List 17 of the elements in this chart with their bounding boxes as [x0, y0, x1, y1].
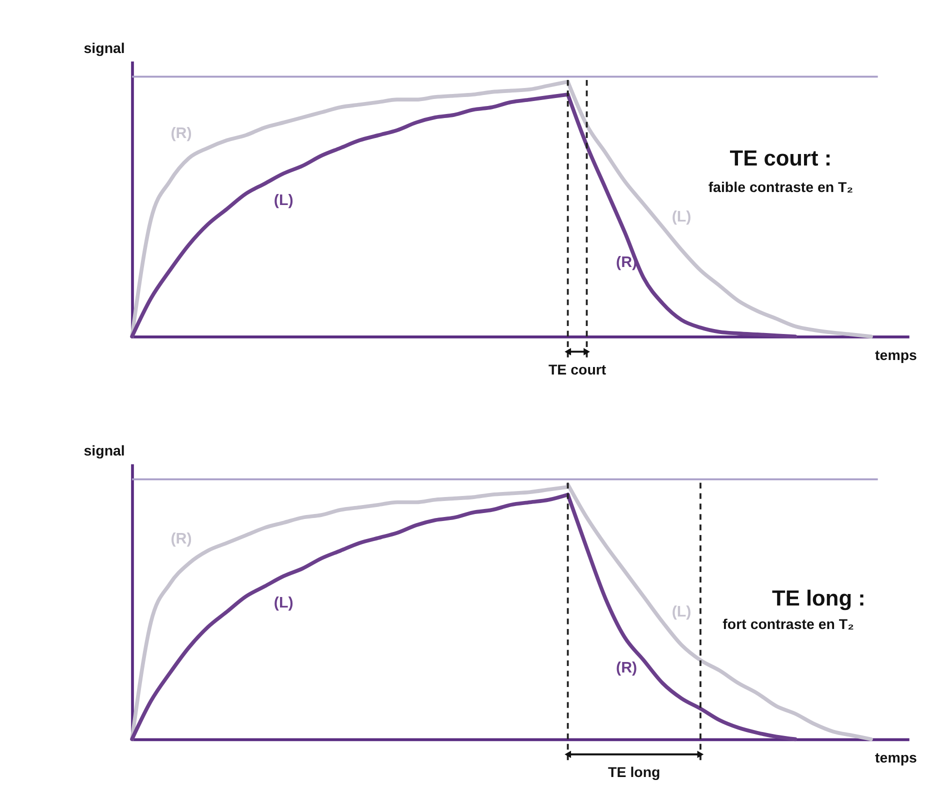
- series-label: (L): [672, 208, 692, 226]
- series-label: (R): [170, 530, 192, 548]
- x-axis-title: temps: [875, 348, 918, 364]
- annotation: fort contraste en T₂: [722, 617, 854, 634]
- series-label: (R): [170, 125, 192, 142]
- series-label: (L): [274, 192, 294, 209]
- y-axis-title: signal: [84, 40, 125, 57]
- annotation: faible contraste en T₂: [708, 180, 854, 196]
- series-label: (R): [616, 659, 638, 676]
- series-label: (L): [274, 594, 294, 612]
- series-label: (L): [672, 603, 692, 620]
- annotation: TE court :: [730, 146, 832, 171]
- y-axis-title: signal: [84, 444, 125, 460]
- annotation: TE long :: [772, 585, 866, 610]
- x-axis-title: temps: [875, 750, 918, 766]
- text: TE long: [608, 765, 660, 782]
- text: TE court: [548, 362, 606, 378]
